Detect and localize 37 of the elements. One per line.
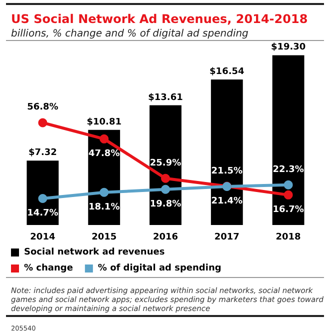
- point: [161, 174, 170, 183]
- chart-title: US Social Network Ad Revenues, 2014-2018: [11, 12, 308, 26]
- bar: [272, 55, 304, 225]
- point: [161, 184, 170, 194]
- data-label: 56.8%: [27, 102, 58, 113]
- legend-label: % of digital ad spending: [98, 264, 222, 274]
- point: [284, 190, 293, 200]
- x-tick-label: 2014: [30, 232, 56, 242]
- data-label: 21.4%: [211, 196, 243, 206]
- bar: [26, 160, 59, 225]
- point: [284, 180, 293, 190]
- bar: [150, 105, 182, 225]
- data-label: $19.30: [270, 42, 306, 53]
- x-tick-label: 2018: [276, 232, 301, 242]
- data-label: 19.8%: [150, 199, 182, 210]
- x-tick-label: 2015: [92, 232, 117, 242]
- bar: [210, 79, 243, 225]
- point: [38, 194, 48, 204]
- data-label: 47.8%: [88, 148, 120, 159]
- chart-subtitle: billions, % change and % of digital ad spending: [11, 28, 248, 40]
- data-label: 14.7%: [27, 208, 58, 219]
- data-label: $13.61: [148, 92, 183, 103]
- data-label: $10.81: [86, 117, 122, 128]
- x-tick-label: 2017: [214, 232, 240, 242]
- data-label: 21.5%: [211, 166, 243, 176]
- data-label: 25.9%: [150, 158, 182, 168]
- data-label: $7.32: [28, 148, 57, 158]
- legend-label: % change: [24, 264, 73, 274]
- data-label: 22.3%: [272, 164, 304, 175]
- data-label: $16.54: [210, 66, 244, 77]
- x-tick-label: 2016: [152, 232, 178, 242]
- data-label: 18.1%: [88, 202, 120, 212]
- data-label: 16.7%: [272, 204, 304, 215]
- point: [100, 188, 109, 197]
- point: [100, 134, 109, 144]
- legend-label: Social network ad revenues: [24, 248, 165, 258]
- point: [38, 118, 48, 128]
